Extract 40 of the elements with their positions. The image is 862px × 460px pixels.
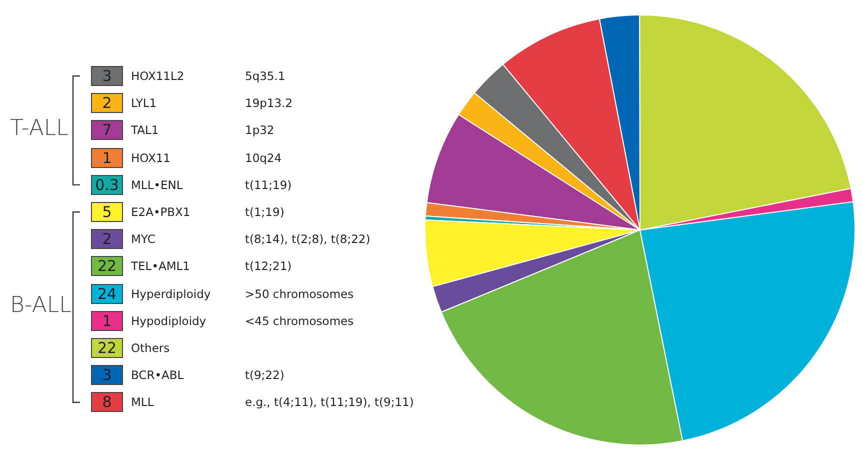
legend-label: MYC <box>131 231 156 248</box>
data-label: 1 <box>91 310 123 331</box>
legend-label: BCR•ABL <box>131 367 184 384</box>
data-label: 24 <box>91 284 123 304</box>
data-label: 22 <box>91 338 123 358</box>
text: 10q24 <box>245 150 282 167</box>
text: t(12;21) <box>245 258 292 276</box>
legend-label: TAL1 <box>131 122 159 140</box>
data-label: 7 <box>91 120 123 140</box>
data-label: 3 <box>91 365 123 386</box>
text: t(1;19) <box>245 204 284 221</box>
legend-label: HOX11 <box>131 150 170 167</box>
text: B-ALL <box>10 293 72 318</box>
legend-label: Hypodiploidy <box>131 312 206 330</box>
data-label: 22 <box>91 256 123 276</box>
data-label: 5 <box>91 202 123 222</box>
data-label: 3 <box>91 66 123 86</box>
text: >50 chromosomes <box>245 286 354 303</box>
legend-label: MLL <box>131 394 154 412</box>
data-label: 2 <box>91 229 123 250</box>
legend-label: LYL1 <box>131 95 157 112</box>
legend-label: MLL•ENL <box>131 176 183 194</box>
text: t(8;14), t(2;8), t(8;22) <box>245 231 370 248</box>
data-label: 8 <box>91 392 123 412</box>
text: T-ALL <box>10 116 68 142</box>
legend-label: Others <box>131 340 170 357</box>
data-label: 0.3 <box>91 174 123 195</box>
data-label: 1 <box>91 148 123 168</box>
legend-label: E2A•PBX1 <box>131 204 190 221</box>
text: <45 chromosomes <box>245 312 354 330</box>
legend-label: Hyperdiploidy <box>131 286 211 303</box>
text: e.g., t(4;11), t(11;19), t(9;11) <box>245 394 414 412</box>
text: 1p32 <box>245 122 274 140</box>
legend-label: HOX11L2 <box>131 68 184 85</box>
text: t(11;19) <box>245 176 292 194</box>
text: 5q35.1 <box>245 68 286 85</box>
text: t(9;22) <box>245 367 284 384</box>
legend-label: TEL•AML1 <box>131 258 190 276</box>
data-label: 2 <box>91 93 123 114</box>
text: 19p13.2 <box>245 95 293 112</box>
